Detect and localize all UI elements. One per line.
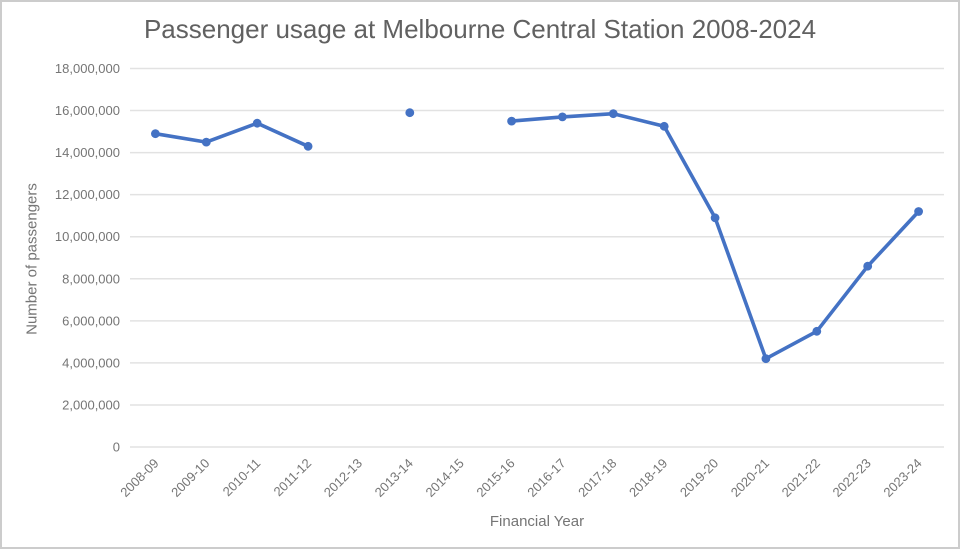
x-tick-label: 2012-13: [321, 456, 365, 500]
y-tick-label: 8,000,000: [62, 271, 120, 286]
x-tick-label: 2016-17: [524, 456, 568, 500]
x-tick-label: 2018-19: [626, 456, 670, 500]
y-tick-label: 2,000,000: [62, 397, 120, 412]
y-tick-label: 10,000,000: [55, 229, 120, 244]
data-point: [405, 108, 415, 118]
data-point: [608, 109, 618, 119]
x-tick-label: 2021-22: [779, 456, 823, 500]
y-tick-label: 14,000,000: [55, 145, 120, 160]
data-point: [151, 129, 160, 139]
data-point: [659, 121, 669, 131]
x-tick-label: 2015-16: [473, 456, 517, 500]
chart-title: Passenger usage at Melbourne Central Sta…: [143, 14, 817, 44]
data-point: [812, 326, 822, 336]
y-tick-label: 0: [113, 440, 120, 455]
data-point: [710, 213, 720, 223]
x-tick-label: 2022-23: [829, 456, 873, 500]
y-tick-label: 12,000,000: [55, 187, 120, 202]
x-tick-label: 2011-12: [271, 456, 315, 500]
data-point: [914, 207, 923, 216]
data-point: [252, 118, 262, 128]
data-point: [761, 354, 771, 364]
data-point: [201, 137, 211, 147]
x-tick-label: 2010-11: [220, 456, 264, 500]
data-point: [863, 261, 873, 271]
x-tick-label: 2009-10: [168, 456, 212, 500]
x-tick-label: 2013-14: [372, 456, 416, 500]
x-tick-label: 2014-15: [422, 456, 466, 500]
y-axis-title: Number of passengers: [23, 183, 41, 335]
data-point: [303, 141, 313, 151]
x-tick-label: 2020-21: [728, 456, 772, 500]
x-axis-title: Financial Year: [489, 513, 585, 530]
y-tick-label: 4,000,000: [62, 355, 120, 370]
x-tick-label: 2017-18: [575, 456, 619, 500]
x-tick-label: 2019-20: [677, 456, 721, 500]
y-tick-label: 16,000,000: [55, 103, 120, 118]
data-point: [558, 112, 567, 122]
y-tick-label: 18,000,000: [55, 61, 120, 76]
x-tick-label: 2008-09: [117, 456, 161, 500]
y-tick-label: 6,000,000: [62, 313, 120, 328]
x-tick-label: 2023-24: [880, 456, 924, 500]
data-point: [507, 116, 516, 126]
